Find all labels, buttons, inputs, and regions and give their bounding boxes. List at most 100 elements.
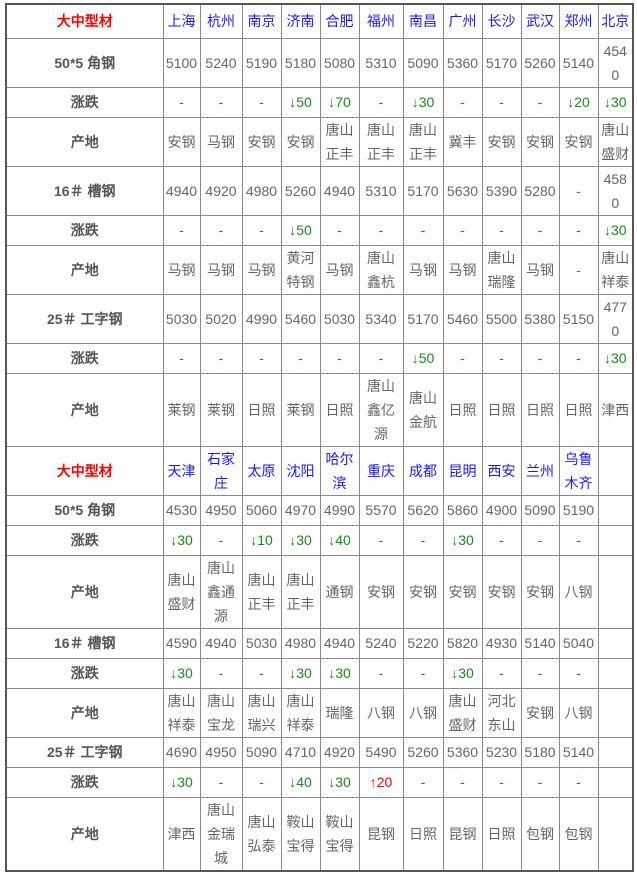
price-cell: 4920	[199, 165, 243, 216]
change-cell: ↓30	[442, 657, 483, 689]
origin-cell: 津西	[597, 372, 634, 447]
origin-cell: 莱钢	[199, 372, 243, 447]
origin-cell: 安钢	[162, 116, 201, 167]
origin-cell: 鞍山宝得	[319, 796, 360, 871]
origin-cell: 日照	[319, 372, 360, 447]
change-label: 涨跌	[5, 524, 164, 556]
price-cell: 5230	[481, 736, 522, 768]
steel-price-table: 大中型材 上海 杭州 南京 济南 合肥 福州 南昌 广州 长沙 武汉 郑州 北京 50*5 角钢 5100 5…	[5, 3, 634, 872]
origin-row: 产地 唐山盛财 唐山鑫通源 唐山正丰 唐山正丰 通钢 安钢 安钢 安钢 安钢 安钢 八钢	[5, 554, 634, 629]
change-cell: ↓50	[280, 214, 321, 246]
change-row: 涨跌 - - - ↓50 ↓70- ↓30- - - ↓20 ↓30	[5, 86, 634, 118]
price-cell: 5240	[358, 627, 404, 659]
price-cell: 4950	[199, 736, 243, 768]
price-cell: 4590	[162, 627, 201, 659]
origin-cell: 包钢	[520, 796, 560, 871]
city-header: 南京	[241, 3, 282, 39]
origin-row: 产地 安钢 马钢 安钢 安钢 唐山正丰 唐山正丰 唐山正丰 冀丰 安钢 安钢 安钢 唐山盛财	[5, 116, 634, 167]
change-cell: ↓20	[558, 86, 599, 118]
price-row: 16＃ 槽钢 4590 4940 5030 4980 4940 5240 5220 5820 49…	[5, 627, 634, 659]
change-cell: ↓30	[162, 524, 201, 556]
price-cell	[597, 627, 634, 659]
change-cell	[597, 657, 634, 689]
city-header: 长沙	[481, 3, 522, 39]
change-row: 涨跌 - - - - - - ↓50- - - - ↓30	[5, 342, 634, 374]
change-cell: ↓30	[597, 342, 634, 374]
price-cell: 4980	[280, 627, 321, 659]
price-cell: 4980	[241, 165, 282, 216]
change-label: 涨跌	[5, 766, 164, 798]
change-cell: ↓30	[280, 657, 321, 689]
origin-cell: 莱钢	[162, 372, 201, 447]
origin-cell: 冀丰	[442, 116, 483, 167]
change-cell: -	[280, 342, 321, 374]
origin-cell: 安钢	[481, 554, 522, 629]
price-cell: 4950	[199, 494, 243, 526]
origin-cell: 昆钢	[358, 796, 404, 871]
change-cell: -	[241, 214, 282, 246]
change-cell: ↓10	[241, 524, 282, 556]
origin-cell: 唐山金航	[402, 372, 444, 447]
price-cell: 4930	[481, 627, 522, 659]
origin-cell: 安钢	[358, 554, 404, 629]
product-name: 50*5 角钢	[5, 37, 164, 88]
origin-cell: 日照	[520, 372, 560, 447]
price-cell: 4940	[319, 165, 360, 216]
change-cell: -	[558, 766, 599, 798]
origin-cell: 津西	[162, 796, 201, 871]
price-cell: 5500	[481, 293, 522, 344]
change-cell: -	[241, 766, 282, 798]
price-cell: 5030	[319, 293, 360, 344]
change-cell: -	[358, 86, 404, 118]
origin-cell: 唐山正丰	[280, 554, 321, 629]
product-name: 16＃ 槽钢	[5, 165, 164, 216]
price-cell: 4970	[280, 494, 321, 526]
price-cell: 5570	[358, 494, 404, 526]
price-cell: 5100	[162, 37, 201, 88]
price-cell: 5310	[358, 165, 404, 216]
origin-cell: 安钢	[402, 554, 444, 629]
origin-cell: 马钢	[162, 244, 201, 295]
price-cell	[597, 494, 634, 526]
city-header: 北京	[597, 3, 634, 39]
price-cell: 4580	[597, 165, 634, 216]
price-cell: 5030	[162, 293, 201, 344]
city-header: 兰州	[520, 445, 560, 496]
origin-cell: 唐山正丰	[402, 116, 444, 167]
section-header-row: 大中型材 上海 杭州 南京 济南 合肥 福州 南昌 广州 长沙 武汉 郑州 北京	[5, 3, 634, 39]
change-cell: ↓30	[597, 86, 634, 118]
origin-cell: -	[558, 244, 599, 295]
change-cell: -	[520, 657, 560, 689]
product-name: 16＃ 槽钢	[5, 627, 164, 659]
origin-label: 产地	[5, 244, 164, 295]
price-cell: 5020	[199, 293, 243, 344]
price-cell: 4920	[319, 736, 360, 768]
price-cell: 5170	[402, 165, 444, 216]
city-header: 济南	[280, 3, 321, 39]
price-cell: 5170	[481, 37, 522, 88]
change-cell: ↓30	[402, 86, 444, 118]
change-cell: -	[162, 342, 201, 374]
city-header: 哈尔滨	[319, 445, 360, 496]
origin-cell: 唐山鑫通源	[199, 554, 243, 629]
change-cell	[597, 766, 634, 798]
origin-cell: 八钢	[402, 687, 444, 738]
price-cell: 5190	[241, 37, 282, 88]
change-label: 涨跌	[5, 342, 164, 374]
city-header: 福州	[358, 3, 404, 39]
price-cell: 5460	[280, 293, 321, 344]
city-header: 乌鲁木齐	[558, 445, 599, 496]
origin-cell: 唐山瑞隆	[481, 244, 522, 295]
change-cell: -	[358, 342, 404, 374]
origin-cell: 唐山盛财	[442, 687, 483, 738]
price-cell: 5140	[520, 627, 560, 659]
price-cell: 4940	[319, 627, 360, 659]
origin-cell: 马钢	[241, 244, 282, 295]
change-cell: -	[558, 524, 599, 556]
change-cell: ↓30	[442, 524, 483, 556]
origin-cell: 八钢	[358, 687, 404, 738]
city-header: 合肥	[319, 3, 360, 39]
origin-row: 产地 马钢 马钢 马钢 黄河特钢 马钢 唐山鑫杭 马钢 马钢 唐山瑞隆 马钢 - 唐山祥泰	[5, 244, 634, 295]
change-cell: -	[241, 657, 282, 689]
price-cell: 5460	[442, 293, 483, 344]
